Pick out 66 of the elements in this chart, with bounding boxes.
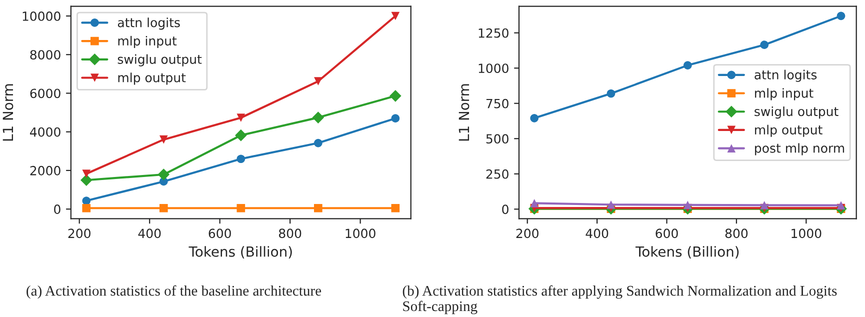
x-tick-label: 200 (516, 228, 538, 238)
point (606, 89, 616, 98)
x-tick-label: 400 (138, 228, 161, 238)
point (760, 40, 769, 50)
x-axis-title: Tokens (Billion) (636, 246, 739, 258)
x-tick-label: 600 (656, 228, 678, 238)
legend-label: mlp input (118, 36, 177, 48)
y-tick-label: 8000 (30, 50, 60, 60)
point (390, 90, 402, 102)
point (836, 201, 846, 210)
x-axis-title: Tokens (Billion) (188, 246, 292, 258)
point (836, 12, 846, 20)
point (314, 138, 322, 148)
x-tick-label: 600 (208, 228, 231, 238)
point (684, 61, 692, 70)
legend-label: mlp output (118, 72, 186, 85)
legend-label: swiglu output (118, 54, 202, 66)
point (391, 114, 400, 122)
point (684, 200, 692, 210)
point (82, 170, 91, 178)
x-tick-label: 800 (725, 228, 748, 238)
y-tick-label: 1000 (478, 64, 508, 74)
x-tick-label: 200 (68, 228, 90, 238)
y-axis-title: L1 Norm (2, 84, 14, 141)
legend-label: swiglu output (754, 106, 838, 119)
point (80, 174, 92, 186)
y-tick-label: 10000 (22, 11, 60, 21)
y-axis-title: L1 Norm (458, 84, 470, 141)
point (606, 200, 616, 209)
point (82, 204, 91, 212)
legend-label: attn logits (754, 70, 817, 82)
point (158, 168, 170, 180)
y-tick-label: 4000 (30, 127, 60, 137)
y-tick-label: 500 (486, 134, 508, 144)
point (760, 201, 769, 210)
y-tick-label: 6000 (30, 88, 60, 98)
point (391, 204, 400, 212)
x-tick-label: 1000 (346, 228, 376, 238)
point (530, 114, 538, 122)
point (236, 154, 246, 164)
point (314, 77, 322, 86)
x-tick-label: 400 (586, 228, 608, 238)
point (312, 112, 324, 124)
x-tick-label: 800 (278, 228, 302, 238)
text: (a) Activation statistics of the baseline architecture (26, 285, 322, 299)
point (314, 204, 322, 212)
legend-label: post mlp norm (755, 143, 844, 156)
x-tick-label: 1000 (792, 228, 822, 238)
point (530, 199, 538, 208)
y-tick-label: 1250 (478, 28, 508, 38)
point (236, 114, 246, 122)
point (236, 204, 246, 212)
y-tick-label: 750 (486, 98, 508, 108)
point (159, 204, 168, 212)
y-tick-label: 250 (486, 169, 508, 179)
legend-label: mlp output (755, 124, 822, 137)
point (391, 12, 400, 20)
legend-label: mlp input (755, 88, 814, 100)
y-tick-label: 2000 (30, 166, 60, 176)
point (82, 196, 91, 205)
y-tick-label: 0 (502, 204, 508, 214)
text: (b) Activation statistics after applying Sandwich Normalization and Logits Soft-capping (402, 285, 837, 314)
legend-label: attn logits (118, 18, 180, 30)
point (235, 129, 247, 142)
y-tick-label: 0 (54, 204, 60, 214)
point (159, 135, 168, 144)
